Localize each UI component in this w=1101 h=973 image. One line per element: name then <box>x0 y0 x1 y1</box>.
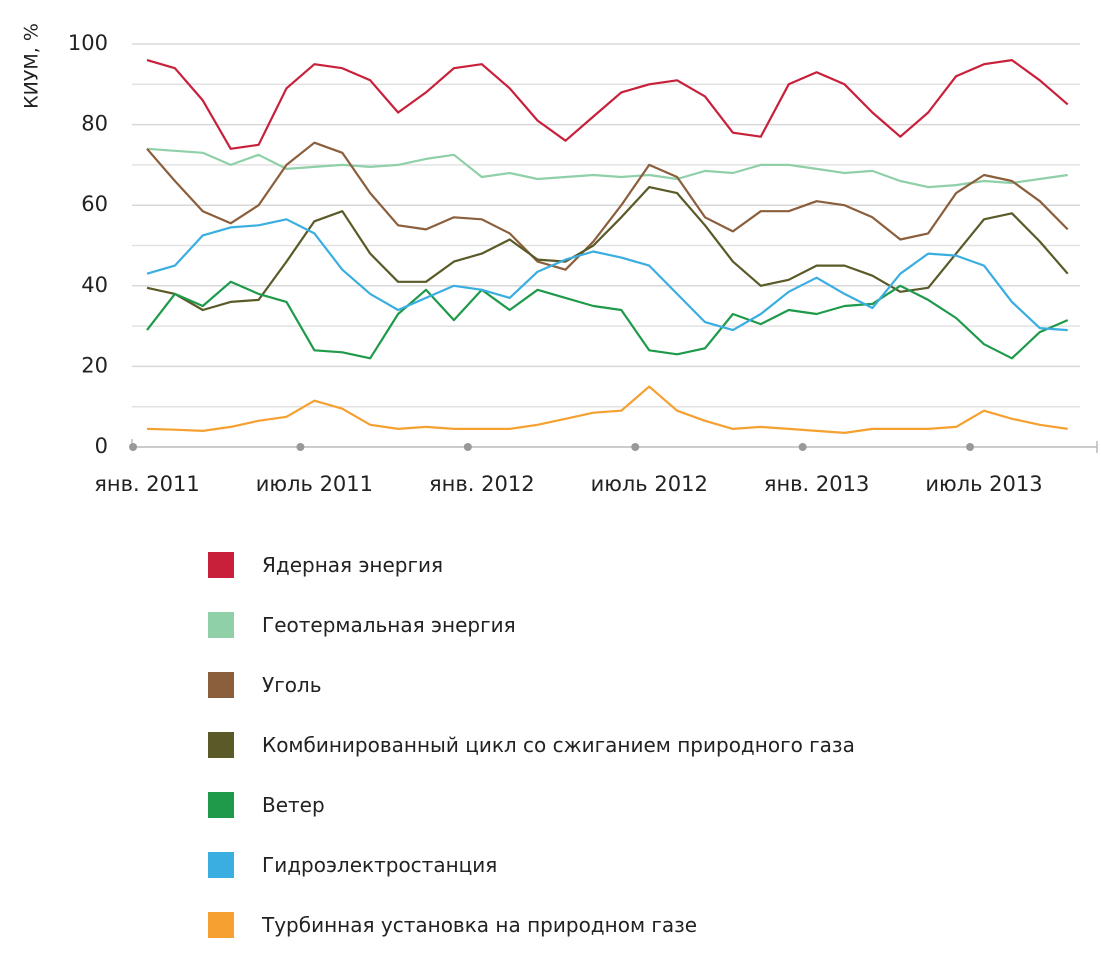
x-tick-label: июль 2013 <box>925 472 1042 496</box>
x-tick-mark <box>798 443 807 451</box>
chart: КИУМ, % 0 20 40 60 80 100 янв. 2011 июль 2011 ян… <box>21 23 1098 496</box>
y-axis-label: КИУМ, % <box>21 23 43 109</box>
legend-swatch <box>208 792 234 818</box>
series-line <box>146 385 1068 434</box>
x-tick-mark <box>129 443 138 451</box>
series-line <box>146 218 1068 332</box>
x-tick-mark <box>296 443 305 451</box>
legend-swatch <box>208 672 234 698</box>
series-line <box>146 141 1069 271</box>
x-tick-label: янв. 2013 <box>764 472 870 496</box>
legend-swatch <box>208 912 234 938</box>
x-tick-mark <box>966 443 975 451</box>
y-tick-label: 0 <box>95 434 108 458</box>
legend-item: Ядерная энергия <box>208 548 908 582</box>
legend-label: Геотермальная энергия <box>262 613 516 637</box>
x-tick-label: янв. 2012 <box>429 472 535 496</box>
y-tick-label: 60 <box>81 192 108 216</box>
legend-swatch <box>208 612 234 638</box>
legend-label: Ветер <box>262 793 325 817</box>
y-tick-label: 40 <box>81 273 108 297</box>
series-line <box>146 186 1069 312</box>
legend-item: Уголь <box>208 668 908 702</box>
x-tick-mark <box>631 443 640 451</box>
legend-swatch <box>208 552 234 578</box>
y-tick-label: 80 <box>81 112 108 136</box>
legend-item: Гидроэлектростанция <box>208 848 908 882</box>
legend-label: Ядерная энергия <box>262 553 444 577</box>
legend: Ядерная энергия Геотермальная энергия Угол… <box>208 548 908 968</box>
legend-label: Гидроэлектростанция <box>262 853 498 877</box>
x-tick-label: янв. 2011 <box>94 472 200 496</box>
legend-item: Геотермальная энергия <box>208 608 908 642</box>
legend-swatch <box>208 732 234 758</box>
legend-item: Турбинная установка на природном газе <box>208 908 908 942</box>
y-tick-label: 100 <box>68 31 108 55</box>
legend-item: Ветер <box>208 788 908 822</box>
legend-label: Уголь <box>262 673 322 697</box>
legend-label: Турбинная установка на природном газе <box>262 913 698 937</box>
series-line <box>146 147 1068 189</box>
legend-swatch <box>208 852 234 878</box>
x-tick-mark <box>463 443 472 451</box>
series-line <box>146 59 1069 150</box>
legend-label: Комбинированный цикл со сжиганием природ… <box>262 733 855 757</box>
y-tick-label: 20 <box>81 353 108 377</box>
x-tick-label: июль 2011 <box>256 472 373 496</box>
series-line <box>146 280 1069 360</box>
x-tick-label: июль 2012 <box>591 472 708 496</box>
legend-item: Комбинированный цикл со сжиганием природ… <box>208 728 908 762</box>
